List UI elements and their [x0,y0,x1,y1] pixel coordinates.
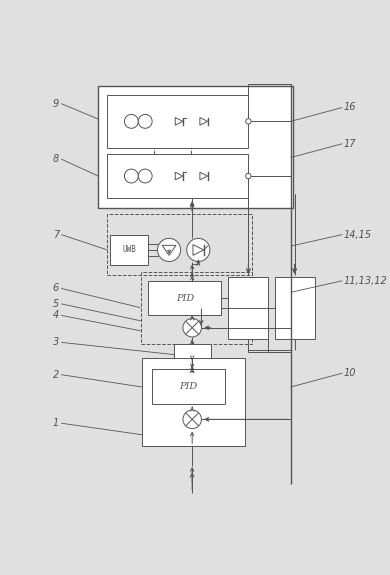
Circle shape [246,118,251,124]
Text: 7: 7 [53,229,59,240]
Circle shape [124,169,138,183]
Circle shape [138,114,152,128]
Bar [142,358,245,446]
Text: PID: PID [176,294,194,302]
Text: 17: 17 [344,139,356,149]
Text: 11,13,12: 11,13,12 [344,276,388,286]
Circle shape [138,169,152,183]
Text: 9: 9 [53,99,59,109]
Text: 4: 4 [53,310,59,320]
Text: 10: 10 [344,368,356,378]
Bar [110,235,148,265]
Text: UWB: UWB [122,246,136,255]
Text: 6: 6 [53,283,59,293]
Text: 8: 8 [53,154,59,164]
Bar [98,86,293,208]
Bar [275,277,315,339]
Bar [174,344,211,366]
Circle shape [187,239,210,262]
Text: PID: PID [179,382,198,391]
Circle shape [246,173,251,179]
Bar [108,154,248,198]
Circle shape [158,239,181,262]
Text: 14,15: 14,15 [344,229,372,240]
Bar [152,369,225,404]
Text: 1: 1 [53,418,59,428]
Bar [140,273,252,344]
Circle shape [183,319,201,337]
Text: 5: 5 [53,299,59,309]
Text: 3: 3 [53,338,59,347]
Circle shape [124,114,138,128]
Bar [148,281,222,316]
Circle shape [183,410,201,428]
Text: 2: 2 [53,370,59,380]
Text: 16: 16 [344,102,356,113]
Bar [108,95,248,148]
Bar [229,277,268,339]
Bar [108,214,252,275]
